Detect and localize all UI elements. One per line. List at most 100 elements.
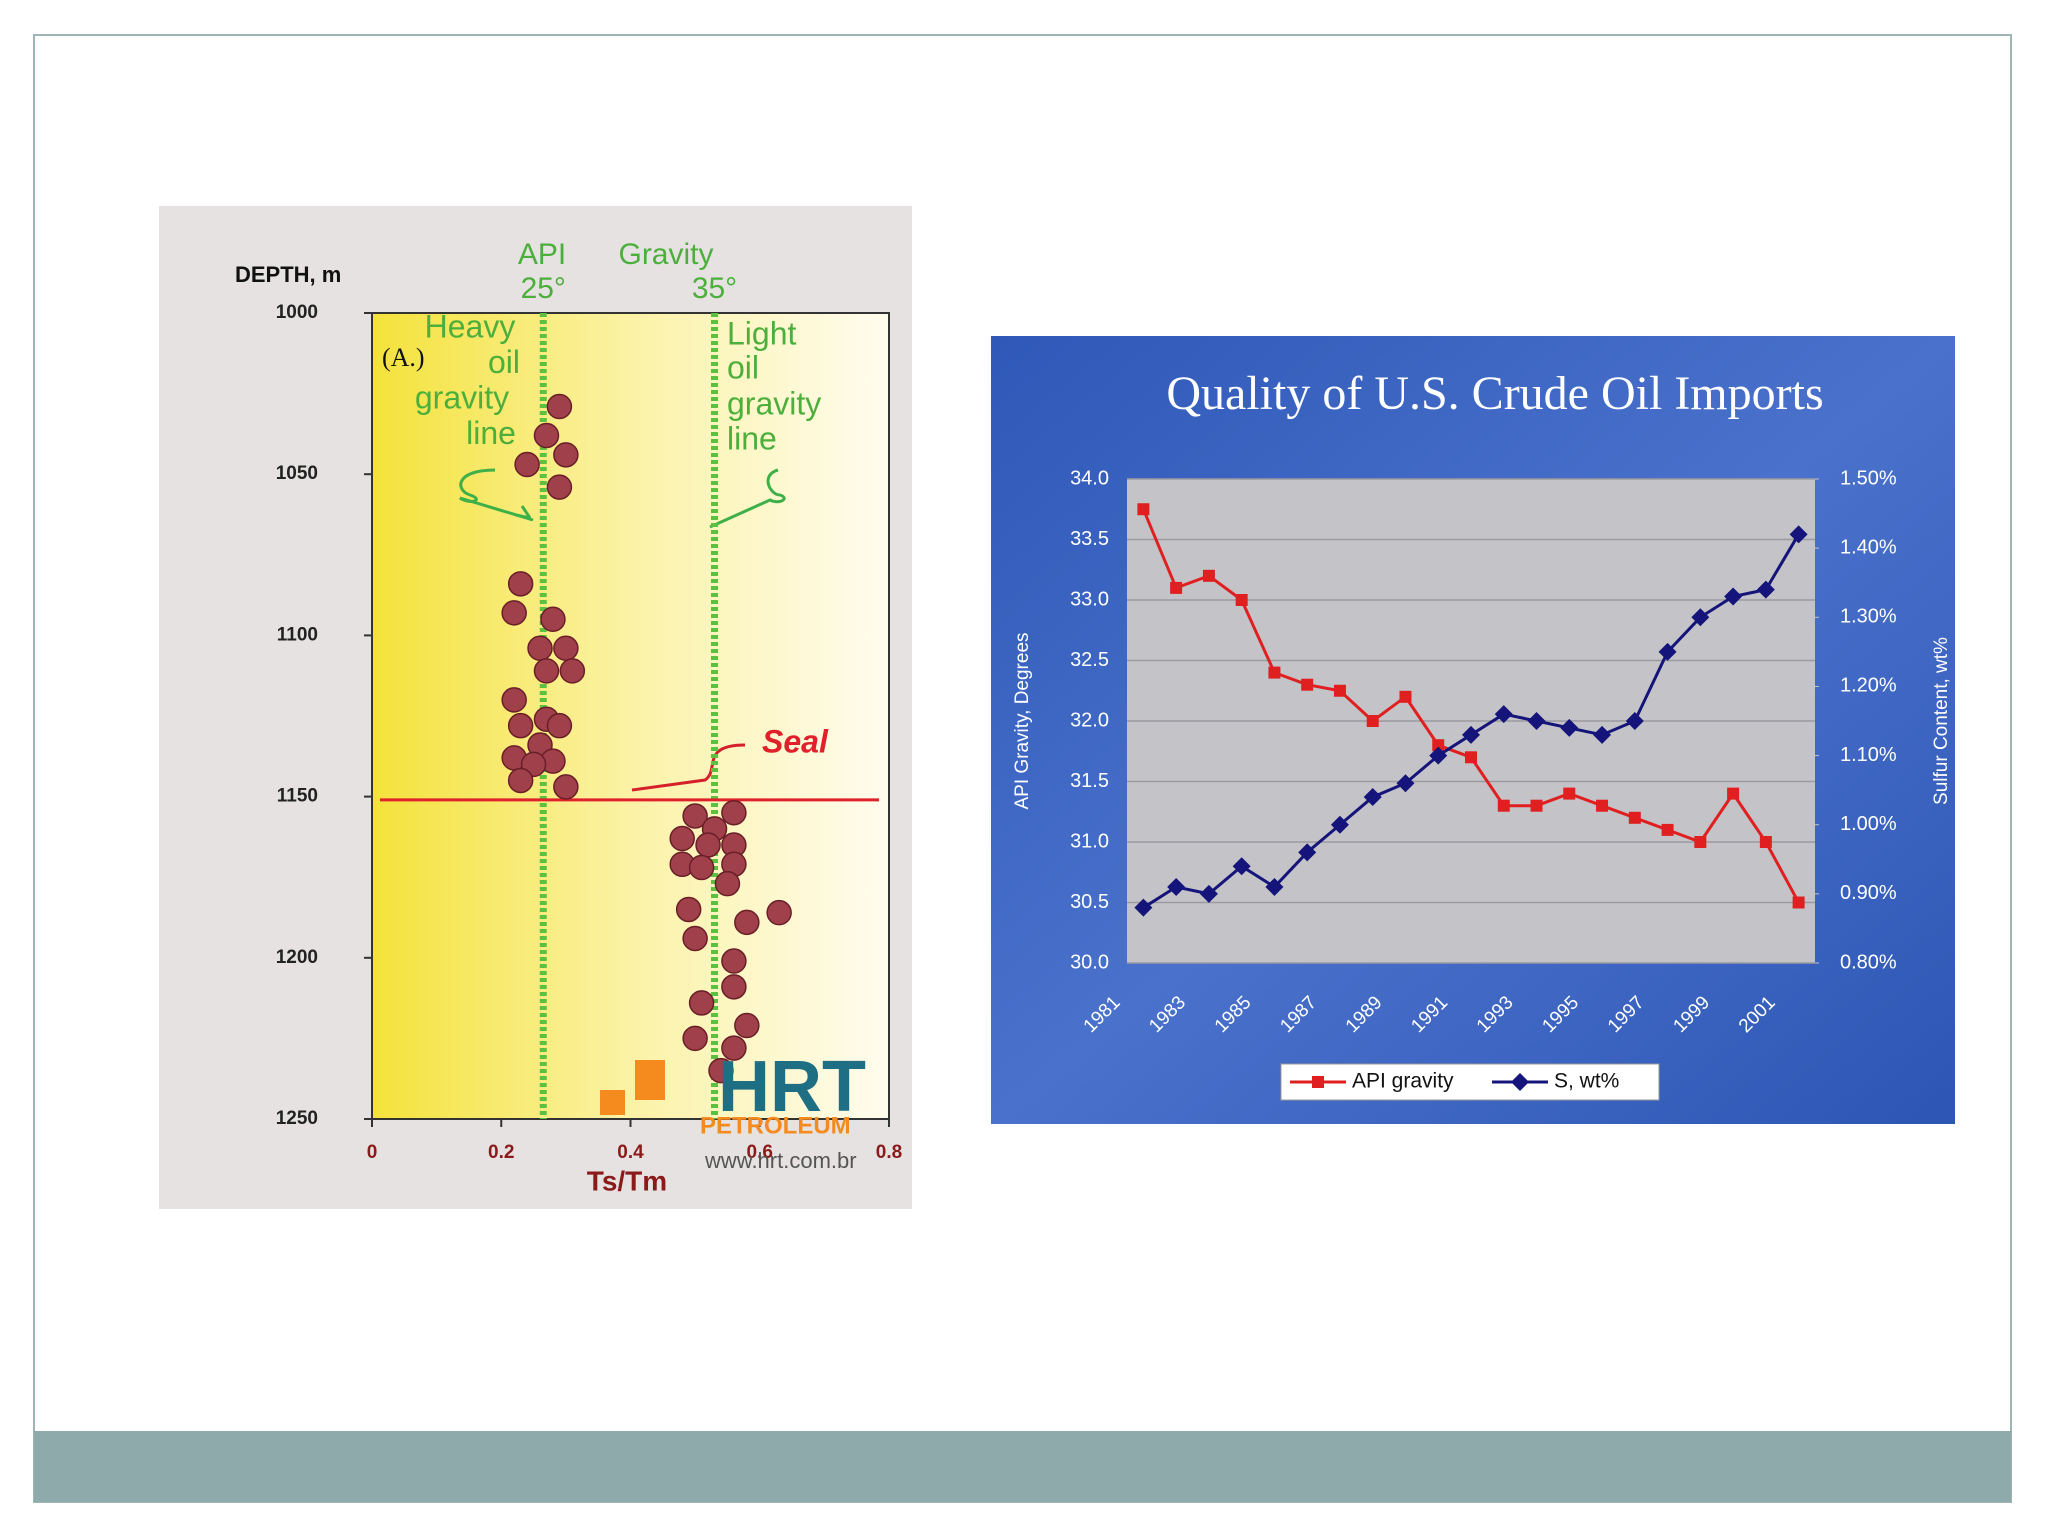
- annotation: oil: [488, 344, 520, 380]
- point: [507, 712, 534, 739]
- plot-bg: [372, 313, 889, 1119]
- y-tick-label: 33.0: [1070, 588, 1109, 610]
- annotation: line: [727, 420, 777, 456]
- y-tick-label: 31.0: [1070, 830, 1109, 852]
- point: [1497, 799, 1510, 812]
- point: [1756, 580, 1775, 599]
- reference-label: 35°: [692, 272, 737, 305]
- point: [1301, 678, 1314, 691]
- point: [688, 854, 715, 881]
- point: [1137, 503, 1150, 516]
- point: [1170, 581, 1183, 594]
- point: [1560, 718, 1579, 737]
- point: [1330, 815, 1349, 834]
- arrows: [459, 468, 786, 529]
- point: [1530, 799, 1543, 812]
- point: [1593, 725, 1612, 744]
- x-tick-label: 0.8: [876, 1142, 902, 1163]
- point: [1789, 525, 1808, 544]
- point: [1527, 712, 1546, 730]
- point: [1724, 587, 1743, 606]
- y2-tick-label: 1.50%: [1840, 467, 1897, 489]
- logo-subtitle: PETROLEUM: [700, 1112, 851, 1139]
- legend-label: API gravity: [1352, 1070, 1454, 1093]
- point: [675, 896, 702, 923]
- point: [1563, 787, 1576, 800]
- point: [546, 712, 573, 739]
- y2-tick-label: 1.10%: [1840, 744, 1897, 766]
- y-tick-label: 1150: [277, 786, 318, 807]
- point: [695, 832, 721, 858]
- y2-axis-label: Sulfur Content, wt%: [1931, 637, 1952, 805]
- annotation: API: [518, 238, 566, 271]
- x-tick-label: 0.4: [617, 1142, 644, 1163]
- point: [553, 635, 579, 662]
- point: [1759, 836, 1772, 848]
- point: [708, 1057, 734, 1084]
- point: [1596, 799, 1609, 812]
- point: [1134, 898, 1153, 917]
- point: [533, 658, 560, 684]
- point: [1268, 666, 1281, 679]
- point: [721, 1035, 747, 1061]
- y-tick-label: 33.5: [1070, 528, 1109, 550]
- point: [1691, 608, 1710, 627]
- y2-tick-label: 1.40%: [1840, 536, 1897, 558]
- point: [1494, 705, 1513, 724]
- y-tick-label: 1000: [276, 302, 318, 323]
- y-axis-label: API Gravity, Degrees: [1012, 632, 1033, 809]
- point: [1465, 751, 1477, 764]
- point: [507, 571, 534, 597]
- point: [734, 1012, 760, 1039]
- point: [1727, 787, 1740, 800]
- point: [1298, 843, 1317, 862]
- point: [1399, 690, 1412, 703]
- chart-title: Quality of U.S. Crude Oil Imports: [1166, 367, 1823, 420]
- logo-mark: [600, 1060, 665, 1115]
- point: [721, 974, 747, 1000]
- point: [688, 990, 715, 1016]
- y-tick-label: 1200: [276, 947, 318, 968]
- point: [1333, 684, 1346, 697]
- point: [1232, 857, 1251, 876]
- y-tick-label: 34.0: [1070, 467, 1109, 489]
- point: [501, 600, 527, 626]
- y2-tick-label: 1.00%: [1840, 813, 1897, 835]
- point: [682, 925, 708, 952]
- point: [1694, 836, 1707, 848]
- y-tick-label: 30.0: [1070, 951, 1109, 973]
- seal-label: Seal: [762, 723, 829, 759]
- legend-label: S, wt%: [1554, 1070, 1619, 1093]
- point: [1628, 811, 1641, 824]
- annotation: line: [466, 415, 516, 451]
- x-tick-label: 0.6: [747, 1142, 773, 1163]
- point: [546, 474, 573, 500]
- x-tick-label: 0.2: [488, 1142, 514, 1163]
- point: [559, 658, 586, 684]
- point: [1235, 594, 1248, 606]
- point: [1366, 715, 1379, 727]
- point: [682, 1025, 708, 1052]
- point: [1363, 788, 1382, 807]
- point: [669, 825, 695, 852]
- y-tick-label: 32.0: [1070, 709, 1109, 731]
- point: [553, 442, 579, 468]
- y-tick-label: 32.5: [1070, 649, 1109, 671]
- panel-label: (A.): [382, 343, 425, 372]
- point: [1625, 712, 1644, 730]
- point: [540, 606, 566, 633]
- point: [721, 948, 747, 974]
- y-tick-label: 30.5: [1070, 891, 1109, 913]
- point: [1265, 877, 1284, 896]
- point: [1199, 884, 1218, 903]
- point: [734, 909, 760, 936]
- point: [766, 899, 792, 926]
- reference-label: 25°: [521, 272, 566, 305]
- heavy-arrow: [459, 468, 534, 522]
- y-tick-label: 1050: [276, 463, 318, 484]
- point: [507, 767, 534, 794]
- point: [1658, 642, 1677, 661]
- footer-bar: [34, 1431, 2011, 1502]
- point: [546, 393, 573, 420]
